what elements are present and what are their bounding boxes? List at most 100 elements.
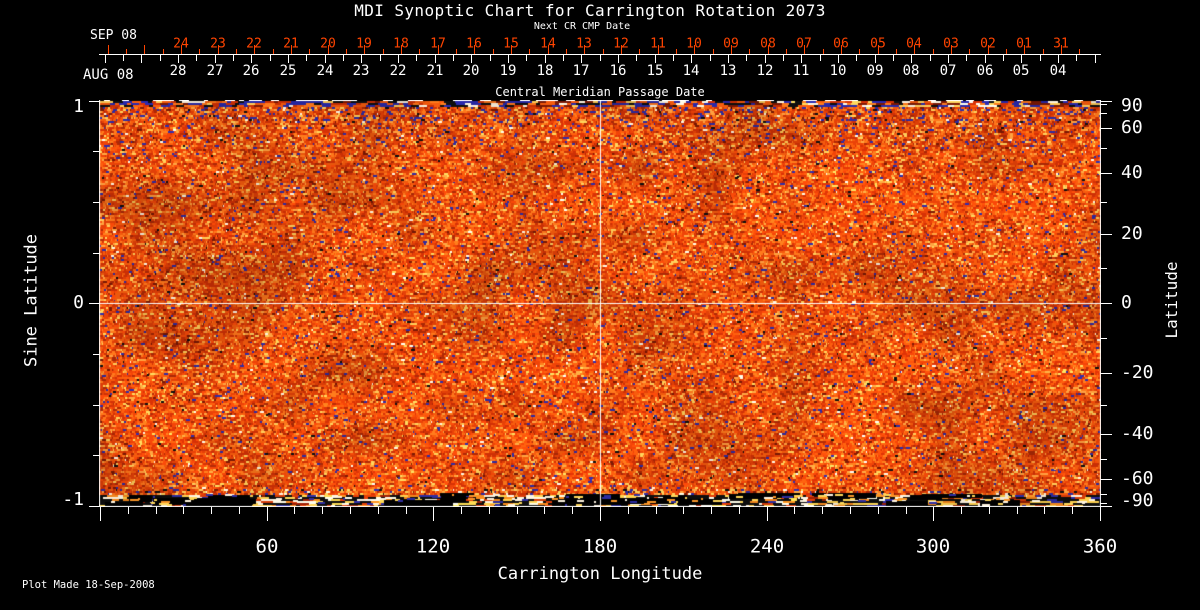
sine-latitude-tick	[93, 253, 100, 254]
next-cr-tick	[273, 49, 274, 54]
latitude-tick	[1100, 268, 1107, 269]
cmp-date-tick	[270, 55, 271, 61]
next-cr-tick	[309, 49, 310, 54]
next-cr-tick	[511, 45, 512, 54]
cmp-date-tick	[288, 55, 289, 63]
latitude-tick-label: 20	[1121, 223, 1143, 244]
cmp-date-tick	[911, 55, 912, 63]
cmp-date-tick	[581, 55, 582, 63]
next-cr-date-label: 21	[283, 36, 299, 52]
cmp-axis-title: Central Meridian Passage Date	[495, 85, 705, 99]
next-cr-date-label: 31	[1053, 36, 1069, 52]
longitude-tick-label: 240	[749, 535, 785, 558]
sine-latitude-tick	[89, 101, 100, 102]
next-cr-tick	[401, 45, 402, 54]
cmp-date-tick	[783, 55, 784, 61]
cmp-date-tick	[178, 55, 179, 63]
next-cr-tick	[181, 45, 182, 54]
cmp-date-tick	[160, 55, 161, 61]
latitude-tick-label: 90	[1121, 95, 1143, 116]
next-cr-tick	[438, 45, 439, 54]
cmp-date-label: 27	[206, 63, 224, 79]
cmp-date-label: 13	[719, 63, 737, 79]
cmp-date-label: 07	[939, 63, 957, 79]
longitude-tick	[656, 507, 657, 514]
cmp-month-label: AUG 08	[83, 67, 134, 83]
latitude-tick-label: 0	[1121, 292, 1132, 313]
sine-latitude-tick	[93, 151, 100, 152]
latitude-tick-label: -90	[1121, 490, 1154, 511]
cmp-date-tick	[966, 55, 967, 61]
next-cr-tick	[364, 45, 365, 54]
cmp-date-tick	[453, 55, 454, 61]
cmp-date-label: 09	[866, 63, 884, 79]
next-cr-tick	[254, 45, 255, 54]
cmp-date-tick	[1003, 55, 1004, 61]
cmp-date-tick	[930, 55, 931, 61]
cmp-date-tick	[820, 55, 821, 61]
longitude-tick	[822, 507, 823, 514]
cmp-date-tick	[526, 55, 527, 61]
cmp-date-label: 25	[279, 63, 297, 79]
cmp-date-tick	[600, 55, 601, 61]
latitude-tick	[1100, 479, 1112, 480]
latitude-tick	[1100, 373, 1112, 374]
latitude-tick	[1100, 101, 1112, 102]
latitude-tick	[1100, 303, 1112, 304]
sine-latitude-tick	[93, 202, 100, 203]
longitude-tick	[294, 507, 295, 514]
cmp-date-tick	[196, 55, 197, 61]
latitude-tick	[1100, 234, 1112, 235]
sine-latitude-tick	[89, 506, 100, 507]
latitude-tick	[1100, 459, 1107, 460]
cmp-date-label: 28	[169, 63, 187, 79]
latitude-tick	[1100, 202, 1107, 203]
longitude-tick	[156, 507, 157, 514]
longitude-tick	[683, 507, 684, 514]
latitude-tick	[1100, 434, 1112, 435]
longitude-tick	[350, 507, 351, 514]
cmp-date-tick	[215, 55, 216, 63]
sine-latitude-tick-label: 0	[73, 292, 84, 313]
next-cr-date-label: 17	[430, 36, 446, 52]
longitude-tick	[433, 507, 434, 521]
longitude-tick-label: 180	[582, 535, 618, 558]
next-cr-tick	[969, 49, 970, 54]
next-cr-tick	[584, 45, 585, 54]
next-cr-date-label: 04	[906, 36, 922, 52]
longitude-tick	[711, 507, 712, 514]
latitude-tick-label: -20	[1121, 362, 1154, 383]
next-cr-tick	[639, 49, 640, 54]
next-cr-tick	[1024, 45, 1025, 54]
cmp-date-tick	[893, 55, 894, 61]
next-cr-date-label: 08	[760, 36, 776, 52]
longitude-tick	[933, 507, 934, 521]
longitude-tick	[461, 507, 462, 514]
synoptic-magnetogram-canvas	[99, 100, 1101, 507]
longitude-tick	[544, 507, 545, 514]
cmp-date-tick	[618, 55, 619, 63]
next-cr-tick	[419, 49, 420, 54]
cmp-date-label: 23	[352, 63, 370, 79]
cmp-date-tick	[636, 55, 637, 61]
cmp-date-label: 18	[536, 63, 554, 79]
cmp-date-tick	[416, 55, 417, 61]
next-cr-tick	[841, 45, 842, 54]
next-cr-tick	[144, 45, 145, 54]
latitude-tick-label: 60	[1121, 117, 1143, 138]
next-cr-date-label: 15	[503, 36, 519, 52]
next-cr-date-label: 22	[246, 36, 262, 52]
next-cr-tick	[731, 45, 732, 54]
longitude-tick	[267, 507, 268, 521]
next-cr-tick	[621, 45, 622, 54]
cmp-date-tick	[251, 55, 252, 63]
next-cr-tick	[859, 49, 860, 54]
cmp-date-label: 10	[829, 63, 847, 79]
next-cr-tick	[163, 49, 164, 54]
next-cr-date-label: 09	[723, 36, 739, 52]
longitude-tick	[1100, 507, 1101, 521]
next-cr-date-label: 13	[576, 36, 592, 52]
next-cr-tick	[1061, 45, 1062, 54]
next-cr-tick	[236, 49, 237, 54]
